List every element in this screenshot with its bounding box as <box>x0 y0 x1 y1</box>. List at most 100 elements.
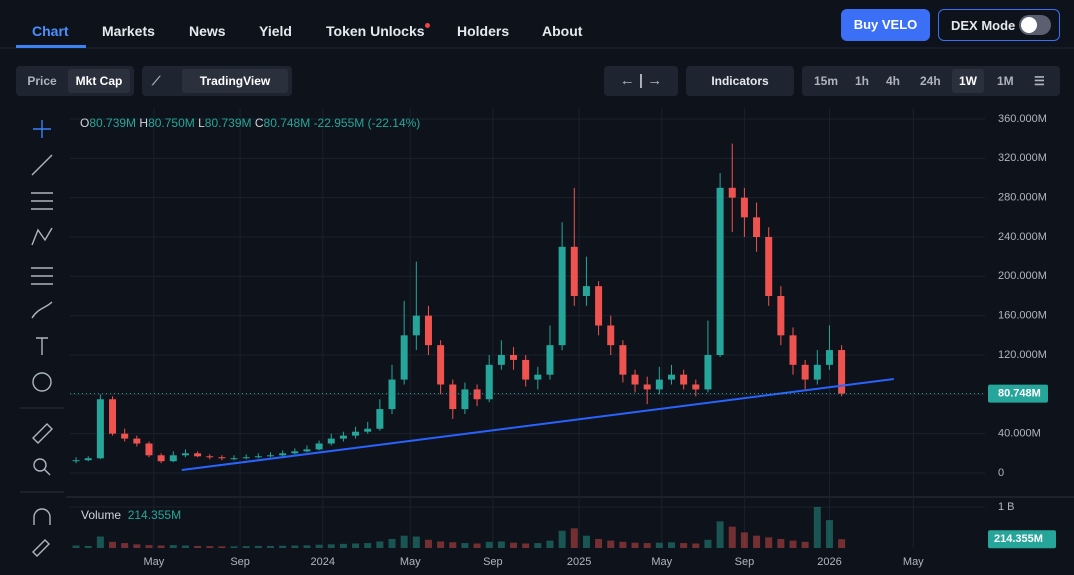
candle-body <box>437 345 445 385</box>
volume-bar <box>643 543 651 548</box>
volume-bar <box>558 530 566 548</box>
volume-bar <box>327 544 335 548</box>
candle-body <box>692 384 700 390</box>
interval[interactable]: 1M <box>997 74 1014 88</box>
volume-bar <box>339 543 347 548</box>
candle-body <box>485 364 493 400</box>
volume-bar <box>728 526 736 548</box>
nav-item[interactable]: About <box>542 23 583 39</box>
volume-bar <box>667 542 675 548</box>
candle-body <box>315 443 323 450</box>
volume-bar <box>376 541 384 548</box>
candle-body <box>643 384 651 390</box>
buy-button[interactable]: Buy VELO <box>841 9 930 41</box>
interval[interactable]: 15m <box>814 74 839 88</box>
volume-bar <box>801 541 809 548</box>
mktcap-button[interactable]: Mkt Cap <box>68 69 130 93</box>
price-button[interactable]: Price <box>27 74 57 88</box>
nav-item[interactable]: Yield <box>259 23 292 39</box>
y-tick-label: 240.000M <box>998 231 1047 243</box>
volume-bar <box>266 545 274 548</box>
volume-title: Volume <box>81 508 122 522</box>
candle-body <box>813 364 821 380</box>
settings-icon[interactable]: ☰ <box>1034 74 1045 88</box>
volume-bar <box>631 542 639 548</box>
price-toggle: Price Mkt Cap <box>16 66 134 96</box>
volume-bar <box>813 507 821 548</box>
candle-body <box>194 453 202 457</box>
y-tick-label: 160.000M <box>998 310 1047 322</box>
nav-item[interactable]: Markets <box>102 23 155 39</box>
candle-body <box>753 217 761 237</box>
candle-body <box>181 453 189 456</box>
candle-body <box>728 187 736 198</box>
toggle-track <box>1019 15 1051 35</box>
nav-item[interactable]: Chart <box>32 23 69 39</box>
candle-body <box>157 455 165 462</box>
price-badge <box>988 384 1048 403</box>
volume-bar <box>825 520 833 548</box>
candle-body <box>825 350 833 365</box>
volume-bar <box>534 543 542 548</box>
y-tick-label: 200.000M <box>998 270 1047 282</box>
volume-bar <box>230 546 238 548</box>
undo-redo[interactable]: ← | → <box>604 66 678 96</box>
candle-body <box>680 374 688 385</box>
line-icon[interactable]: ⟋ <box>152 74 161 88</box>
volume-bar <box>254 545 262 548</box>
candle-body <box>631 374 639 385</box>
nav-item[interactable]: Token Unlocks <box>326 23 425 39</box>
volume-bar <box>655 542 663 548</box>
candle-body <box>266 455 274 457</box>
volume-bar <box>279 545 287 548</box>
candle-body <box>607 325 615 346</box>
change: -22.955M (-22.14%) <box>313 116 421 130</box>
indicators-button[interactable]: Indicators <box>686 66 794 96</box>
candle-body <box>765 237 773 296</box>
candle-body <box>595 286 603 326</box>
candle-body <box>740 197 748 218</box>
volume-bar <box>242 546 250 548</box>
dex-toggle[interactable]: DEX Mode <box>938 9 1060 41</box>
volume-bar <box>461 543 469 548</box>
volume-bar <box>218 546 226 548</box>
interval[interactable]: 1h <box>855 74 870 88</box>
key: C <box>254 116 264 130</box>
volume-bar <box>206 546 214 548</box>
candle-body <box>96 399 104 459</box>
x-tick-label: May <box>143 556 164 568</box>
volume-bar <box>497 541 505 548</box>
tradingview-button[interactable]: TradingView <box>182 69 288 93</box>
volume-bar <box>607 540 615 548</box>
candle-body <box>570 246 578 296</box>
ohlc-legend: O80.739M H80.750M L80.739M C80.748M -22.… <box>80 116 420 130</box>
candle-body <box>291 451 299 454</box>
candle-body <box>619 345 627 375</box>
candle-body <box>364 428 372 432</box>
interval[interactable]: 1W <box>952 69 984 93</box>
volume-bar <box>96 536 104 548</box>
nav-item[interactable]: News <box>189 23 226 39</box>
key: H <box>139 116 149 130</box>
volume-bar <box>619 541 627 548</box>
nav-item[interactable]: Holders <box>457 23 510 39</box>
y-tick-label: 320.000M <box>998 152 1047 164</box>
volume-bar <box>303 545 311 548</box>
interval[interactable]: 24h <box>920 74 941 88</box>
volume-bar <box>753 535 761 548</box>
volume-bar <box>194 545 202 548</box>
key: O <box>80 116 90 130</box>
candle-body <box>546 345 554 375</box>
volume-bar <box>449 542 457 548</box>
x-tick-label: Sep <box>735 556 755 568</box>
interval[interactable]: 4h <box>886 74 901 88</box>
volume-bar <box>72 545 80 548</box>
y-tick-label: 1 B <box>998 501 1015 513</box>
candle-body <box>339 435 347 439</box>
volume-bar <box>473 543 481 548</box>
y-tick-label: 40.000M <box>998 428 1041 440</box>
volume-bar <box>570 528 578 548</box>
volume-bar <box>181 545 189 548</box>
